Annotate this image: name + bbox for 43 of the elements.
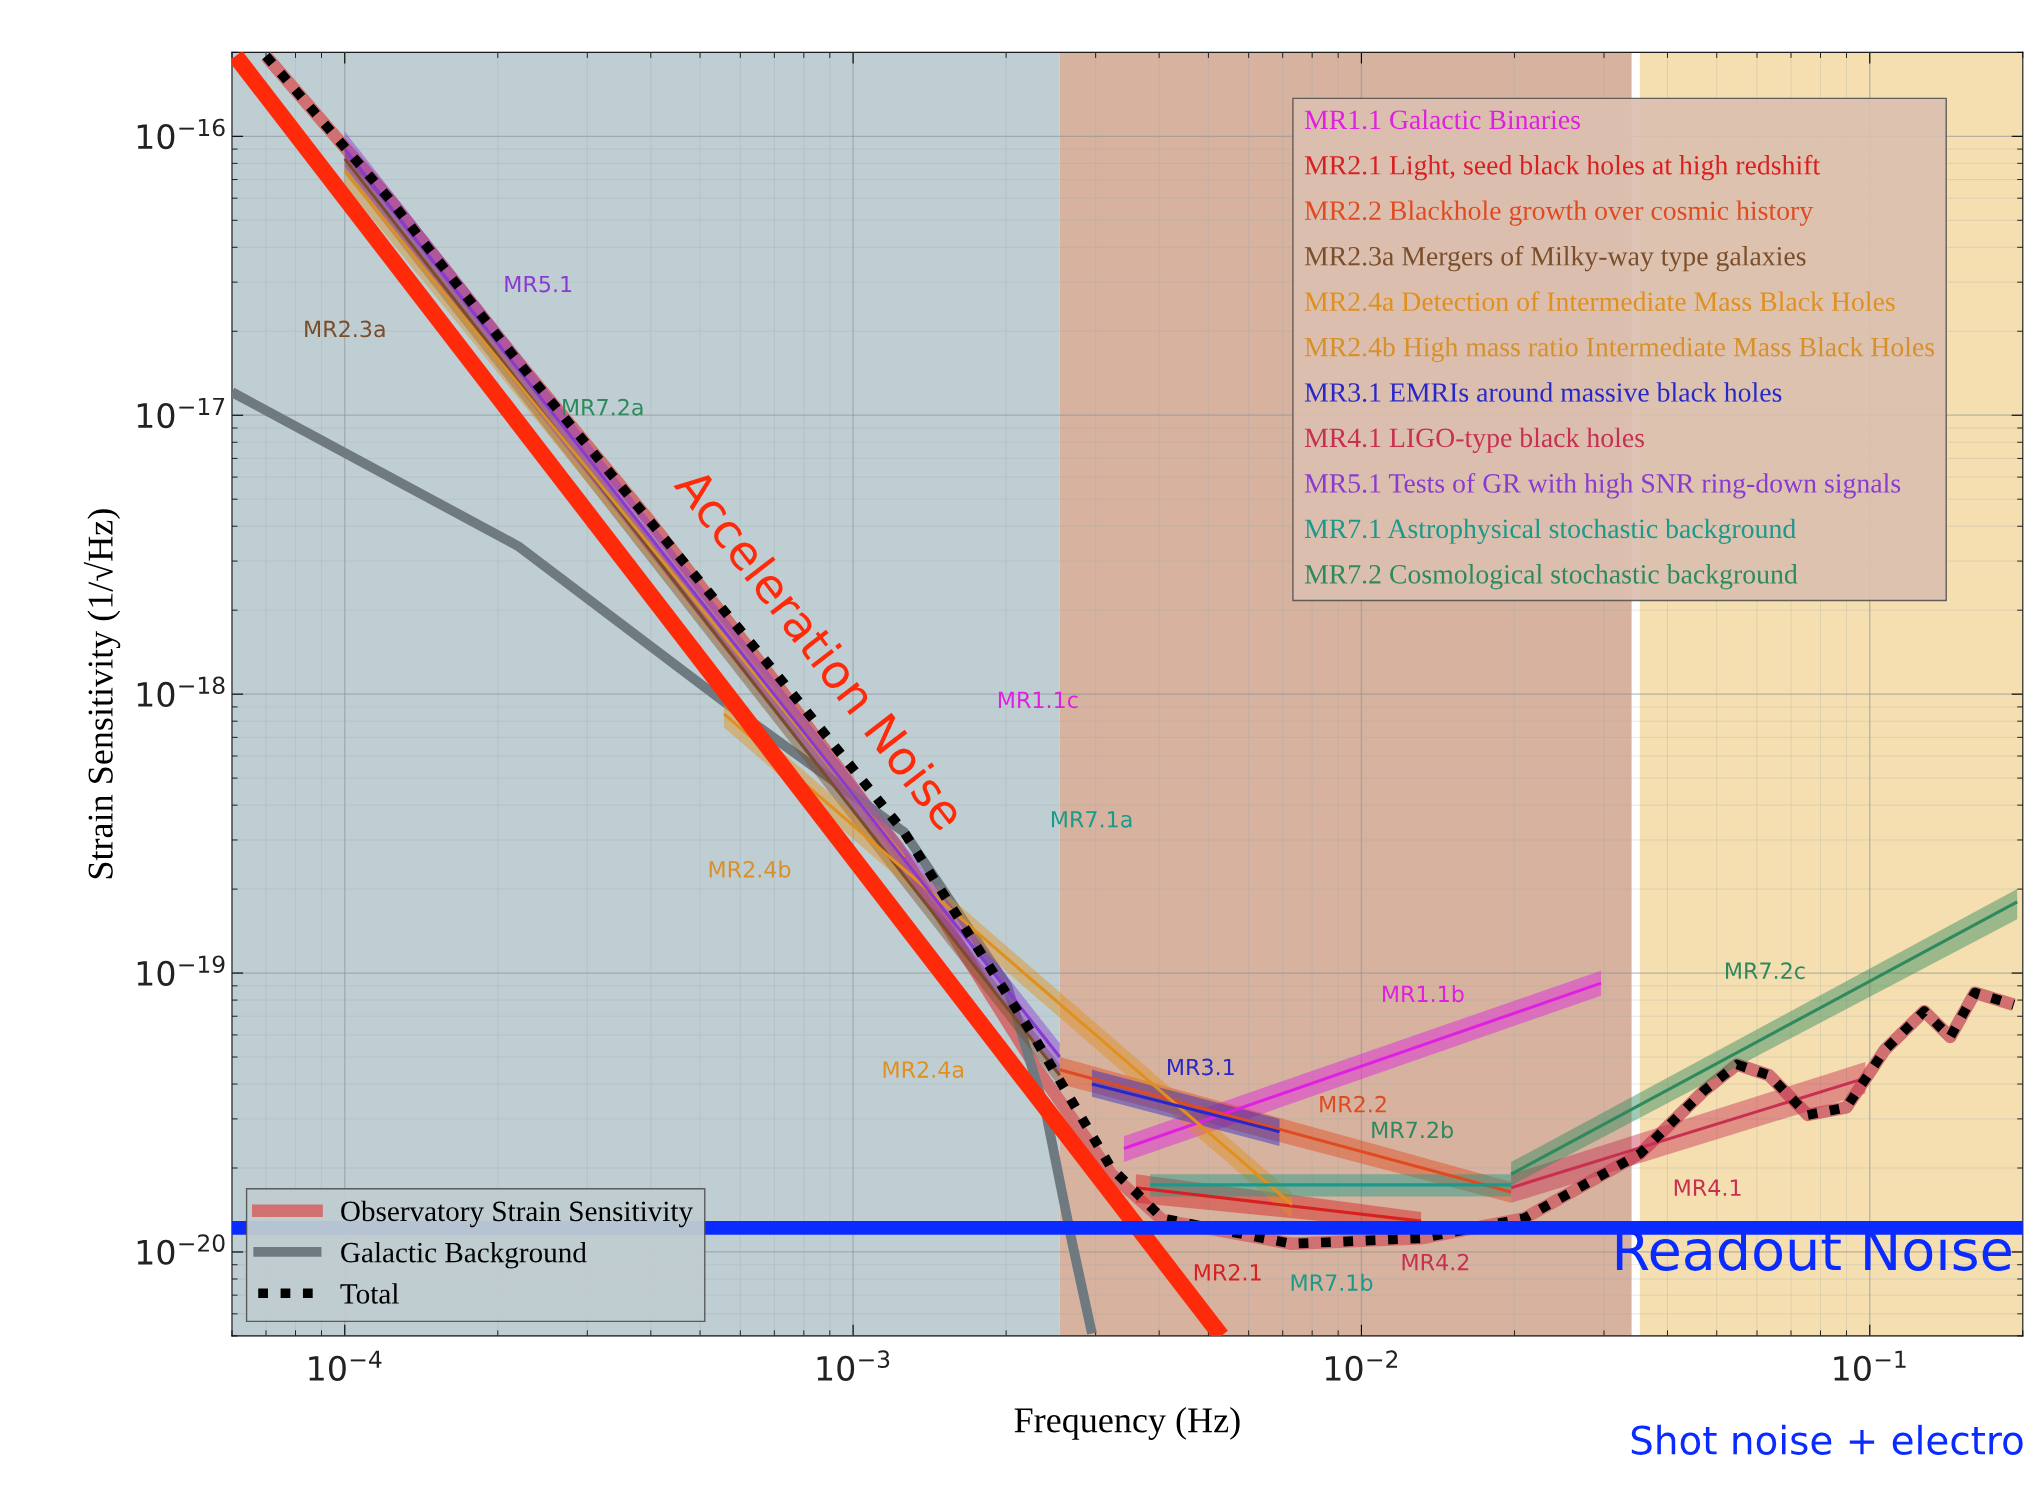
annotation: MR2.4b xyxy=(709,860,791,878)
text: Shot noise + electro xyxy=(1631,1424,2023,1455)
y-tick-label: 10$^{−17}$ xyxy=(137,397,225,429)
text: MR1.1 Galactic Binaries xyxy=(1304,109,1580,130)
annotation: MR2.3a xyxy=(305,320,385,338)
y-tick-label: 10$^{−19}$ xyxy=(137,955,225,986)
annotation: MR1.1b xyxy=(1383,985,1464,1003)
legend-label: Total xyxy=(340,1283,399,1304)
text: MR7.1 Astrophysical stochastic background xyxy=(1304,518,1796,544)
annotation: MR4.1 xyxy=(1674,1179,1741,1196)
text: MR7.2 Cosmological stochastic background xyxy=(1304,564,1798,590)
text: MR2.1 Light, seed black holes at high redshift xyxy=(1304,154,1820,181)
annotation: MR7.2c xyxy=(1726,962,1805,980)
x-tick-label: 10$^{−2}$ xyxy=(1325,1350,1398,1381)
text: MR4.1 LIGO-type black holes xyxy=(1304,427,1644,453)
y-tick-label: 10$^{−16}$ xyxy=(137,118,225,150)
x-axis-title: Frequency (Hz) xyxy=(1014,1407,1240,1440)
annotation: MR7.2b xyxy=(1372,1121,1453,1139)
x-tick-label: 10$^{−3}$ xyxy=(817,1350,890,1381)
annotation: MR7.1a xyxy=(1051,811,1132,828)
annotation: MR3.1 xyxy=(1168,1058,1234,1076)
x-tick-label: 10$^{−4}$ xyxy=(309,1350,382,1381)
text: MR2.2 Blackhole growth over cosmic history xyxy=(1304,200,1814,226)
annotation: MR2.1 xyxy=(1194,1263,1261,1281)
y-tick-label: 10$^{−20}$ xyxy=(137,1234,225,1265)
text: MR2.3a Mergers of Milky-way type galaxies xyxy=(1304,245,1806,272)
annotation: MR7.2a xyxy=(563,398,643,416)
annotation: MR2.2 xyxy=(1320,1095,1386,1113)
y-axis-title: Strain Sensitivity (1/√Hz) xyxy=(83,509,121,879)
annotation: MR1.1c xyxy=(998,691,1078,709)
annotation: MR5.1 xyxy=(505,275,572,293)
x-tick-label: 10$^{−1}$ xyxy=(1834,1350,1906,1381)
legend-label: Observatory Strain Sensitivity xyxy=(341,1200,693,1228)
text: MR2.4a Detection of Intermediate Mass Black Holes xyxy=(1304,291,1895,312)
annotation: MR2.4a xyxy=(883,1061,964,1078)
text: MR3.1 EMRIs around massive black holes xyxy=(1304,382,1782,402)
text: MR5.1 Tests of GR with high SNR ring-down signals xyxy=(1304,472,1901,499)
annotation: MR4.2 xyxy=(1402,1253,1469,1271)
text: MR2.4b High mass ratio Intermediate Mass Black Holes xyxy=(1304,336,1935,363)
annotation: MR7.1b xyxy=(1291,1273,1373,1292)
ref-line-label: Readout Noise xyxy=(1616,1227,2011,1271)
y-tick-label: 10$^{−18}$ xyxy=(137,676,225,708)
legend-label: Galactic Background xyxy=(341,1241,587,1269)
